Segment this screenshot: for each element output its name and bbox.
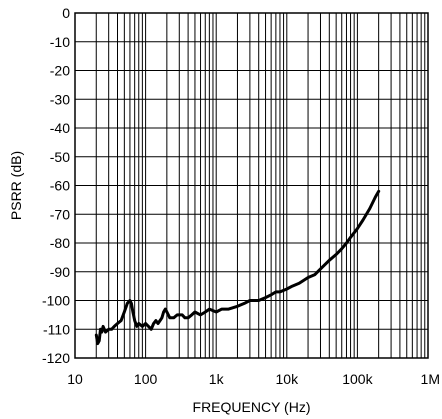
psrr-curve [94, 189, 381, 346]
plot-frame [74, 12, 429, 359]
y-tick-label: -100 [42, 293, 70, 309]
x-tick-label: 10 [67, 371, 83, 387]
y-tick-label: -30 [50, 91, 70, 107]
grid [74, 12, 428, 359]
x-axis-title: FREQUENCY (Hz) [193, 399, 311, 415]
y-tick-label: -80 [50, 235, 70, 251]
y-axis-title: PSRR (dB) [8, 151, 24, 220]
x-tick-label: 1k [209, 371, 225, 387]
y-tick-label: -40 [50, 120, 70, 136]
x-axis-ticks: 10 100 1k 10k 100k 1M [67, 371, 440, 387]
y-tick-label: -10 [50, 34, 70, 50]
x-tick-label: 1M [421, 371, 440, 387]
y-tick-label: -60 [50, 178, 70, 194]
y-tick-label: -90 [50, 264, 70, 280]
x-tick-label: 100 [134, 371, 158, 387]
y-tick-label: -120 [42, 350, 70, 366]
y-tick-label: -70 [50, 206, 70, 222]
y-axis-ticks: 0 -10 -20 -30 -40 -50 -60 -70 -80 -90 -100 -110 -120 [42, 5, 70, 366]
y-tick-label: -20 [50, 63, 70, 79]
x-tick-label: 100k [342, 371, 373, 387]
y-tick-label: -50 [50, 149, 70, 165]
x-tick-label: 10k [276, 371, 300, 387]
y-tick-label: -110 [43, 321, 70, 337]
y-tick-label: 0 [62, 5, 70, 21]
